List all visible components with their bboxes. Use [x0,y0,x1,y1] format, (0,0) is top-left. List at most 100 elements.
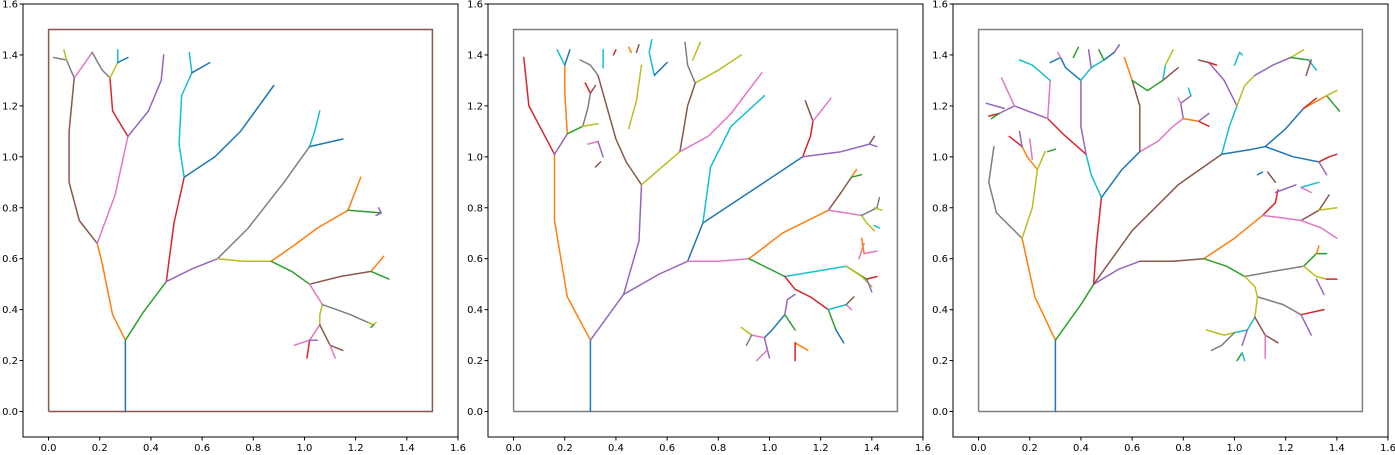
branch-line [73,51,93,79]
branch-line [740,326,753,336]
branch-line [988,145,1023,240]
x-tick-label: 0.2 [557,443,573,454]
branch-line [868,135,876,145]
branch-line [63,49,68,61]
y-tick-label: 0.8 [932,203,948,214]
y-tick-label: 1.2 [467,101,483,112]
branch-line [308,138,344,148]
branch-line [635,44,640,54]
branch-line [745,334,753,347]
y-tick-label: 0.4 [932,305,948,316]
branch-line [1233,316,1256,334]
branch-line [1046,79,1051,120]
branch-line [597,74,643,186]
branch-line [1241,329,1249,347]
y-tick-label: 0.8 [2,203,18,214]
y-tick-label: 0.2 [2,356,18,367]
branch-line [1080,79,1087,156]
x-tick-label: 0.6 [1124,443,1140,454]
x-tick-label: 1.0 [297,443,313,454]
branch-line [1241,352,1246,362]
y-tick-label: 0.6 [467,254,483,265]
branch-line [1203,257,1246,278]
x-tick-label: 1.2 [348,443,364,454]
branch-line [763,313,786,339]
branch-line [1243,275,1259,298]
branch-line [1164,49,1174,66]
branch-line [1318,161,1328,176]
branch-line [1233,51,1243,66]
branch-line [1021,168,1039,240]
branch-line [1300,186,1312,194]
branch-line [684,41,697,84]
branch-line [863,250,878,255]
y-tick-label: 1.2 [932,101,948,112]
x-tick-label: 0.2 [92,443,108,454]
branch-line [686,257,750,263]
branch-line [1236,352,1243,362]
x-tick-label: 0.8 [245,443,261,454]
branch-line [1182,117,1200,122]
branch-line [1325,89,1338,97]
branch-line [865,275,878,280]
branch-line [845,296,855,306]
branch-line [1290,49,1305,59]
y-tick-label: 0.0 [932,407,948,418]
branch-line [370,324,375,329]
branch-line [1054,283,1095,341]
branch-line [165,257,219,283]
branch-line [553,133,569,156]
y-tick-label: 1.6 [2,0,18,11]
branch-line [750,334,766,339]
branch-line [91,51,111,79]
branch-line [755,349,768,362]
branch-line [216,257,272,263]
y-tick-label: 1.6 [932,0,948,11]
branch-line [1197,59,1210,64]
branch-line [850,173,863,178]
branch-line [587,140,599,145]
branch-line [1092,260,1141,285]
y-tick-label: 0.0 [467,407,483,418]
branch-line [183,84,275,178]
y-tick-label: 0.4 [2,305,18,316]
branch-line [1205,329,1236,336]
branch-line [581,122,599,128]
branch-line [165,176,185,283]
branch-line [589,84,597,94]
axes-frame-left [22,3,459,438]
branch-line [1256,171,1264,176]
branch-line [868,143,878,148]
branch-line [347,209,382,214]
y-tick-label: 0.0 [2,407,18,418]
x-tick-label: 0.2 [1022,443,1038,454]
branch-line [679,82,697,153]
branch-line [597,140,604,158]
branch-line [1092,153,1223,285]
y-tick-label: 1.0 [467,152,483,163]
branch-line [1113,44,1121,54]
branch-line [1220,145,1266,156]
branch-line [827,209,863,217]
x-tick-label: 1.2 [813,443,829,454]
branch-line [801,120,814,158]
y-tick-label: 0.2 [467,356,483,367]
branch-line [1208,61,1238,107]
branch-line [1254,296,1259,319]
branch-line [1000,77,1016,107]
branch-line [367,321,377,326]
branch-line [116,56,129,64]
branch-line [96,242,127,341]
x-tick-label: 1.4 [864,443,880,454]
branch-line [998,105,1049,120]
branch-line [556,49,566,66]
x-tick-label: 1.4 [399,443,415,454]
branch-line [1197,112,1210,122]
branch-line [579,59,599,77]
branch-line [1162,64,1167,82]
branch-line [1203,214,1264,260]
branch-line [523,56,556,156]
branch-line [686,222,704,263]
branch-line [622,184,643,296]
x-tick-label: 0.4 [1073,443,1089,454]
